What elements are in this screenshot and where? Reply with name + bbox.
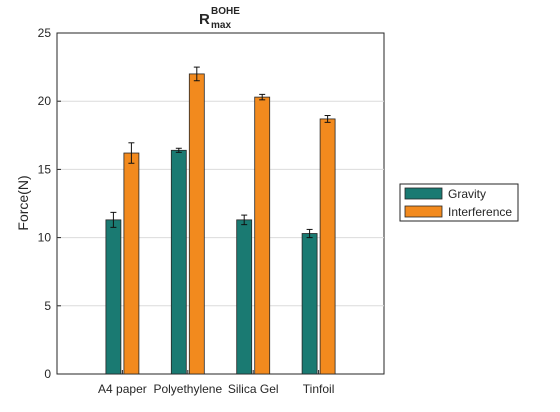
x-tick-label: A4 paper [98,382,147,396]
bar-interference-tinfoil [319,118,336,375]
x-tick-label: Polyethylene [153,382,222,396]
legend: Gravity Interference [399,183,519,222]
y-tick-labels: 0 5 10 15 20 25 [38,26,52,381]
bar-gravity-silica-gel [236,219,253,375]
legend-label-gravity: Gravity [448,187,486,201]
y-tick-label: 10 [38,231,52,245]
bar-gravity-polyethylene [170,149,187,375]
chart-title-superscript: BOHE [211,6,240,17]
y-axis-title: Force(N) [15,175,31,230]
bar-interference-silica-gel [254,96,271,375]
bar-interference-a4-paper [123,152,140,375]
error-bars [110,66,331,239]
legend-swatch-interference [404,205,443,218]
chart-title: R BOHE max [199,6,240,31]
y-tick-label: 0 [44,367,51,381]
legend-swatch-gravity [404,187,443,200]
x-tick-label: Silica Gel [228,382,279,396]
legend-label-interference: Interference [448,205,512,219]
bar-gravity-tinfoil [301,233,318,375]
bar-gravity-a4-paper [105,219,122,375]
bar-interference-polyethylene [188,73,205,375]
x-tick-labels: A4 paper Polyethylene Silica Gel Tinfoil [98,370,334,396]
chart-title-main: R [199,11,210,28]
y-tick-label: 20 [38,94,52,108]
x-tick-label: Tinfoil [303,382,335,396]
y-tick-label: 5 [44,299,51,313]
chart-title-subscript: max [211,20,231,31]
y-tick-label: 15 [38,162,52,176]
y-tick-label: 25 [38,26,52,40]
